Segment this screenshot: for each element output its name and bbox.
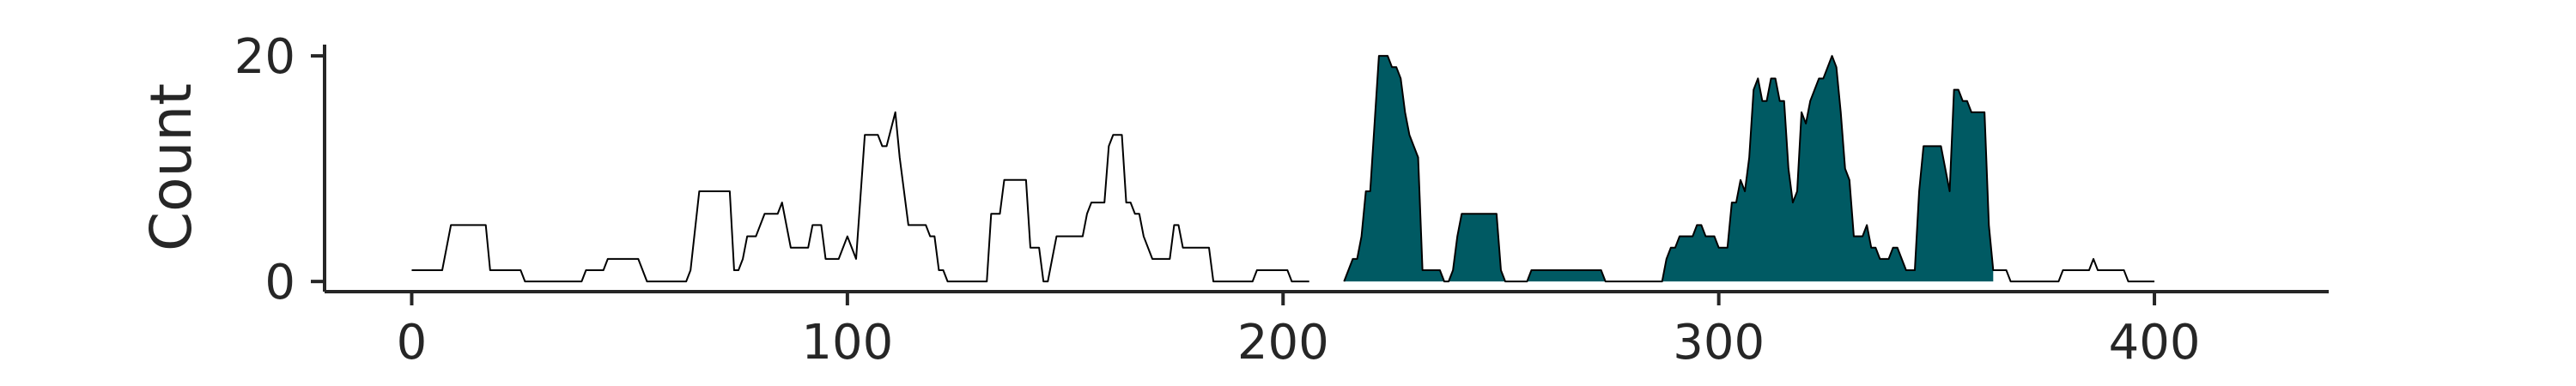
y-tick-label-20: 20 bbox=[234, 29, 295, 85]
y-axis-title: Count bbox=[138, 83, 204, 251]
y-axis-ticks: 0 20 bbox=[234, 29, 325, 311]
highlight-fill-layer bbox=[1344, 56, 1994, 282]
x-tick-label-100: 100 bbox=[801, 315, 893, 371]
axes bbox=[323, 45, 2329, 293]
x-tick-label-200: 200 bbox=[1237, 315, 1329, 371]
y-tick-label-0: 0 bbox=[264, 255, 295, 311]
x-tick-label-0: 0 bbox=[397, 315, 428, 371]
series-line-1 bbox=[1343, 55, 2155, 283]
series-line-layer bbox=[411, 55, 2155, 283]
series-line-0 bbox=[411, 111, 1309, 283]
x-tick-label-400: 400 bbox=[2109, 315, 2201, 371]
highlight-area-1 bbox=[1344, 56, 1994, 282]
x-axis-ticks: 0 100 200 300 400 bbox=[397, 292, 2201, 371]
x-tick-label-300: 300 bbox=[1673, 315, 1765, 371]
